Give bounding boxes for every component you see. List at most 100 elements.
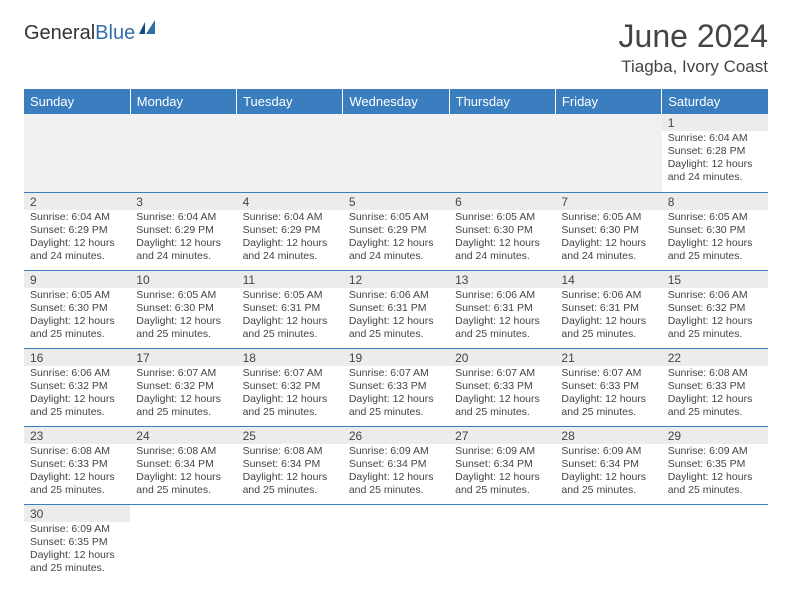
day-number: 5 xyxy=(343,193,449,210)
daylight-line: Daylight: 12 hours and 24 minutes. xyxy=(561,237,655,263)
calendar-day: 14Sunrise: 6:06 AMSunset: 6:31 PMDayligh… xyxy=(555,270,661,348)
sunset-line: Sunset: 6:31 PM xyxy=(561,302,655,315)
day-number: 15 xyxy=(662,271,768,288)
day-number: 4 xyxy=(237,193,343,210)
sunrise-line: Sunrise: 6:08 AM xyxy=(136,445,230,458)
sunrise-line: Sunrise: 6:05 AM xyxy=(243,289,337,302)
sunset-line: Sunset: 6:30 PM xyxy=(668,224,762,237)
calendar-day-empty xyxy=(555,504,661,582)
daylight-line: Daylight: 12 hours and 25 minutes. xyxy=(668,237,762,263)
sunrise-line: Sunrise: 6:09 AM xyxy=(30,523,124,536)
logo-text-general: General xyxy=(24,22,95,45)
sunset-line: Sunset: 6:30 PM xyxy=(136,302,230,315)
calendar-day-empty xyxy=(24,114,130,192)
daylight-line: Daylight: 12 hours and 25 minutes. xyxy=(30,471,124,497)
sunset-line: Sunset: 6:31 PM xyxy=(243,302,337,315)
calendar-day: 26Sunrise: 6:09 AMSunset: 6:34 PMDayligh… xyxy=(343,426,449,504)
day-header: Monday xyxy=(130,89,236,114)
calendar-week: 23Sunrise: 6:08 AMSunset: 6:33 PMDayligh… xyxy=(24,426,768,504)
calendar-day-empty xyxy=(662,504,768,582)
calendar-day: 20Sunrise: 6:07 AMSunset: 6:33 PMDayligh… xyxy=(449,348,555,426)
sunset-line: Sunset: 6:30 PM xyxy=(455,224,549,237)
daylight-line: Daylight: 12 hours and 25 minutes. xyxy=(136,393,230,419)
sunrise-line: Sunrise: 6:08 AM xyxy=(668,367,762,380)
day-number: 3 xyxy=(130,193,236,210)
day-number: 24 xyxy=(130,427,236,444)
calendar-day: 5Sunrise: 6:05 AMSunset: 6:29 PMDaylight… xyxy=(343,192,449,270)
calendar-table: SundayMondayTuesdayWednesdayThursdayFrid… xyxy=(24,89,768,582)
calendar-day: 12Sunrise: 6:06 AMSunset: 6:31 PMDayligh… xyxy=(343,270,449,348)
calendar-week: 9Sunrise: 6:05 AMSunset: 6:30 PMDaylight… xyxy=(24,270,768,348)
sunset-line: Sunset: 6:35 PM xyxy=(30,536,124,549)
calendar-day: 29Sunrise: 6:09 AMSunset: 6:35 PMDayligh… xyxy=(662,426,768,504)
day-number: 25 xyxy=(237,427,343,444)
sunrise-line: Sunrise: 6:06 AM xyxy=(561,289,655,302)
sunrise-line: Sunrise: 6:07 AM xyxy=(455,367,549,380)
daylight-line: Daylight: 12 hours and 24 minutes. xyxy=(349,237,443,263)
sunrise-line: Sunrise: 6:07 AM xyxy=(561,367,655,380)
calendar-day: 23Sunrise: 6:08 AMSunset: 6:33 PMDayligh… xyxy=(24,426,130,504)
sunrise-line: Sunrise: 6:05 AM xyxy=(136,289,230,302)
day-header: Thursday xyxy=(449,89,555,114)
daylight-line: Daylight: 12 hours and 25 minutes. xyxy=(561,393,655,419)
calendar-day-empty xyxy=(130,114,236,192)
daylight-line: Daylight: 12 hours and 25 minutes. xyxy=(668,471,762,497)
sunrise-line: Sunrise: 6:04 AM xyxy=(243,211,337,224)
day-header-row: SundayMondayTuesdayWednesdayThursdayFrid… xyxy=(24,89,768,114)
daylight-line: Daylight: 12 hours and 25 minutes. xyxy=(349,315,443,341)
sunset-line: Sunset: 6:32 PM xyxy=(30,380,124,393)
sunset-line: Sunset: 6:31 PM xyxy=(455,302,549,315)
sunset-line: Sunset: 6:33 PM xyxy=(30,458,124,471)
day-number: 17 xyxy=(130,349,236,366)
daylight-line: Daylight: 12 hours and 25 minutes. xyxy=(243,315,337,341)
sunset-line: Sunset: 6:34 PM xyxy=(136,458,230,471)
daylight-line: Daylight: 12 hours and 25 minutes. xyxy=(30,315,124,341)
month-title: June 2024 xyxy=(619,18,768,55)
sunrise-line: Sunrise: 6:04 AM xyxy=(136,211,230,224)
daylight-line: Daylight: 12 hours and 25 minutes. xyxy=(668,393,762,419)
calendar-day: 1Sunrise: 6:04 AMSunset: 6:28 PMDaylight… xyxy=(662,114,768,192)
sunset-line: Sunset: 6:32 PM xyxy=(668,302,762,315)
sunrise-line: Sunrise: 6:05 AM xyxy=(668,211,762,224)
daylight-line: Daylight: 12 hours and 24 minutes. xyxy=(30,237,124,263)
daylight-line: Daylight: 12 hours and 25 minutes. xyxy=(561,471,655,497)
sunset-line: Sunset: 6:30 PM xyxy=(30,302,124,315)
day-number: 12 xyxy=(343,271,449,288)
calendar-day: 25Sunrise: 6:08 AMSunset: 6:34 PMDayligh… xyxy=(237,426,343,504)
sunset-line: Sunset: 6:32 PM xyxy=(136,380,230,393)
sunrise-line: Sunrise: 6:06 AM xyxy=(455,289,549,302)
day-header: Tuesday xyxy=(237,89,343,114)
daylight-line: Daylight: 12 hours and 25 minutes. xyxy=(455,471,549,497)
calendar-day: 13Sunrise: 6:06 AMSunset: 6:31 PMDayligh… xyxy=(449,270,555,348)
daylight-line: Daylight: 12 hours and 25 minutes. xyxy=(243,393,337,419)
calendar-day: 30Sunrise: 6:09 AMSunset: 6:35 PMDayligh… xyxy=(24,504,130,582)
calendar-week: 1Sunrise: 6:04 AMSunset: 6:28 PMDaylight… xyxy=(24,114,768,192)
day-number: 16 xyxy=(24,349,130,366)
sunset-line: Sunset: 6:32 PM xyxy=(243,380,337,393)
calendar-day: 27Sunrise: 6:09 AMSunset: 6:34 PMDayligh… xyxy=(449,426,555,504)
sunset-line: Sunset: 6:34 PM xyxy=(349,458,443,471)
sunrise-line: Sunrise: 6:06 AM xyxy=(30,367,124,380)
day-header: Saturday xyxy=(662,89,768,114)
day-number: 30 xyxy=(24,505,130,522)
calendar-day-empty xyxy=(237,114,343,192)
daylight-line: Daylight: 12 hours and 25 minutes. xyxy=(455,393,549,419)
daylight-line: Daylight: 12 hours and 25 minutes. xyxy=(243,471,337,497)
logo-text-blue: Blue xyxy=(95,22,135,45)
sunrise-line: Sunrise: 6:06 AM xyxy=(668,289,762,302)
calendar-day: 7Sunrise: 6:05 AMSunset: 6:30 PMDaylight… xyxy=(555,192,661,270)
sunrise-line: Sunrise: 6:09 AM xyxy=(561,445,655,458)
sunrise-line: Sunrise: 6:05 AM xyxy=(30,289,124,302)
title-block: June 2024 Tiagba, Ivory Coast xyxy=(619,18,768,77)
sunrise-line: Sunrise: 6:05 AM xyxy=(349,211,443,224)
calendar-day: 11Sunrise: 6:05 AMSunset: 6:31 PMDayligh… xyxy=(237,270,343,348)
day-number: 10 xyxy=(130,271,236,288)
location-label: Tiagba, Ivory Coast xyxy=(619,57,768,77)
sunset-line: Sunset: 6:29 PM xyxy=(243,224,337,237)
sunrise-line: Sunrise: 6:09 AM xyxy=(668,445,762,458)
sunrise-line: Sunrise: 6:05 AM xyxy=(561,211,655,224)
logo: GeneralBlue xyxy=(24,22,165,45)
calendar-day: 9Sunrise: 6:05 AMSunset: 6:30 PMDaylight… xyxy=(24,270,130,348)
day-header: Wednesday xyxy=(343,89,449,114)
daylight-line: Daylight: 12 hours and 24 minutes. xyxy=(243,237,337,263)
